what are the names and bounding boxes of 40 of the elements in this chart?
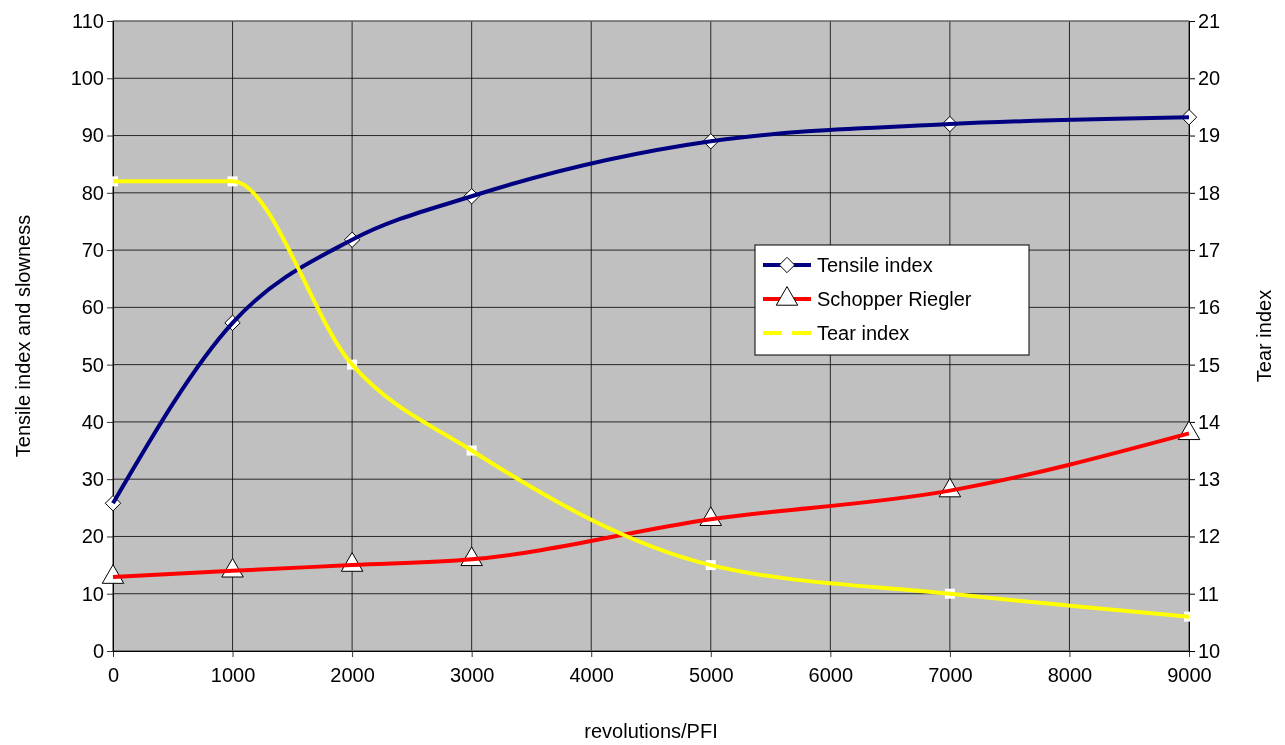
y2-tick-label: 16 <box>1198 296 1221 319</box>
y2-tick-label: 14 <box>1198 410 1221 433</box>
y-axis-title: Tensile index and slowness <box>12 214 34 458</box>
y-tick-label: 90 <box>81 124 104 147</box>
y-tick-label: 20 <box>81 525 104 548</box>
y-tick-label: 80 <box>81 181 104 204</box>
y-tick-label: 70 <box>81 238 104 261</box>
x-axis-title: revolutions/PFI <box>584 720 718 742</box>
y2-tick-label: 18 <box>1198 181 1221 204</box>
y-tick-label: 10 <box>81 582 104 605</box>
y2-tick-label: 15 <box>1198 353 1221 376</box>
x-tick-label: 3000 <box>449 664 495 686</box>
y2-tick-label: 21 <box>1198 9 1221 32</box>
x-tick-label: 0 <box>107 664 120 686</box>
x-tick-label: 5000 <box>689 664 734 686</box>
y2-tick-label: 13 <box>1198 468 1221 491</box>
legend-label: Tensile index <box>817 254 933 276</box>
y-tick-label: 30 <box>81 468 104 491</box>
y2-tick-label: 10 <box>1198 639 1221 662</box>
y2-tick-label: 19 <box>1198 124 1221 147</box>
legend-label: Tear index <box>817 322 910 344</box>
x-tick-label: 4000 <box>569 664 614 686</box>
y2-tick-label: 11 <box>1198 582 1219 605</box>
y-tick-label: 0 <box>92 639 104 662</box>
x-tick-label: 9000 <box>1167 664 1212 686</box>
y-tick-label: 50 <box>81 353 104 376</box>
y2-tick-label: 17 <box>1198 238 1221 261</box>
y2-tick-label: 12 <box>1198 525 1221 548</box>
y-tick-label: 100 <box>70 67 104 90</box>
y-tick-label: 110 <box>72 9 104 32</box>
y2-axis-title: Tear index <box>1253 289 1275 383</box>
x-tick-label: 2000 <box>330 664 375 686</box>
x-tick-label: 8000 <box>1047 664 1093 686</box>
x-tick-label: 7000 <box>928 664 973 686</box>
y-tick-label: 60 <box>81 296 104 319</box>
y-tick-label: 40 <box>81 410 104 433</box>
legend-label: Schopper Riegler <box>817 288 972 310</box>
y2-tick-label: 20 <box>1198 67 1221 90</box>
x-tick-label: 1000 <box>210 664 256 686</box>
x-tick-label: 6000 <box>808 664 854 686</box>
